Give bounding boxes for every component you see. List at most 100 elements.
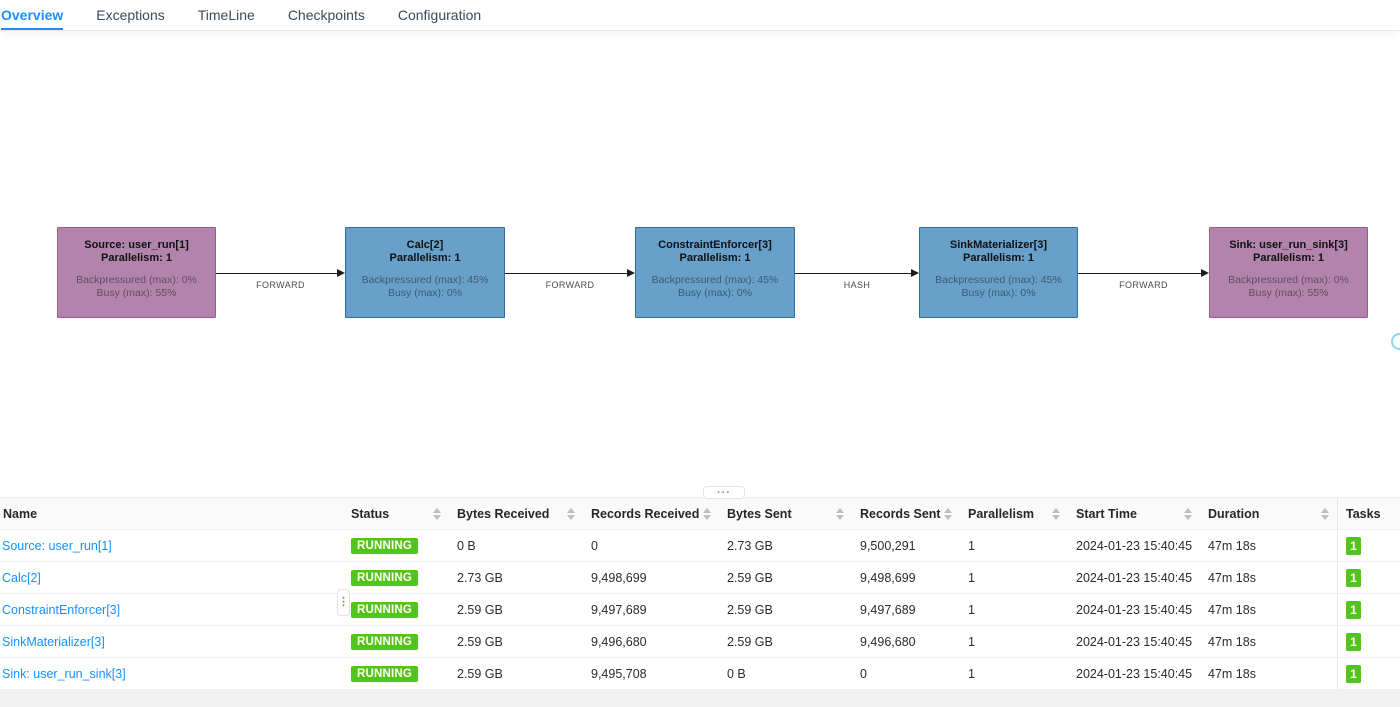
table-header-row: Name Status Bytes Received Records Recei… <box>0 498 1400 530</box>
sort-icon[interactable] <box>1321 507 1329 520</box>
graph-node-sink-materializer[interactable]: SinkMaterializer[3] Parallelism: 1 Backp… <box>919 227 1078 318</box>
records-received-cell: 9,497,689 <box>591 602 647 617</box>
col-header-duration[interactable]: Duration <box>1200 498 1337 529</box>
graph-zoom-control-icon[interactable] <box>1391 333 1400 350</box>
graph-node-constraint-enforcer[interactable]: ConstraintEnforcer[3] Parallelism: 1 Bac… <box>635 227 795 318</box>
col-header-bytes-sent[interactable]: Bytes Sent <box>719 498 852 529</box>
operator-name-link[interactable]: Calc[2] <box>2 570 41 585</box>
status-badge: RUNNING <box>351 633 419 650</box>
graph-node-calc[interactable]: Calc[2] Parallelism: 1 Backpressured (ma… <box>345 227 505 318</box>
tasks-cell: 1 <box>1337 562 1400 593</box>
status-badge: RUNNING <box>351 601 419 618</box>
status-badge: RUNNING <box>351 665 419 682</box>
start-time-cell: 2024-01-23 15:40:45 <box>1076 634 1193 649</box>
records-received-cell: 9,496,680 <box>591 634 647 649</box>
node-parallelism: Parallelism: 1 <box>389 252 461 264</box>
records-sent-cell: 9,496,680 <box>860 634 916 649</box>
col-header-records-received[interactable]: Records Received <box>583 498 719 529</box>
drag-dots-icon: ··· <box>717 486 731 499</box>
status-cell: RUNNING <box>343 626 449 657</box>
parallelism-cell: 1 <box>968 666 975 681</box>
sort-icon[interactable] <box>1184 507 1192 520</box>
duration-cell: 47m 18s <box>1208 602 1256 617</box>
start-time-cell: 2024-01-23 15:40:45 <box>1076 666 1193 681</box>
sort-icon[interactable] <box>944 507 952 520</box>
graph-node-source[interactable]: Source: user_run[1] Parallelism: 1 Backp… <box>57 227 216 318</box>
duration-cell: 47m 18s <box>1208 634 1256 649</box>
node-parallelism: Parallelism: 1 <box>1253 252 1324 264</box>
graph-edge-3: HASH <box>795 269 919 290</box>
sort-icon[interactable] <box>703 507 711 520</box>
tasks-cell: 1 <box>1337 594 1400 625</box>
status-cell: RUNNING <box>343 658 449 689</box>
tasks-count-badge[interactable]: 1 <box>1346 664 1361 683</box>
sort-icon[interactable] <box>433 507 441 520</box>
table-row[interactable]: ConstraintEnforcer[3] RUNNING 2.59 GB 9,… <box>0 594 1400 626</box>
sort-icon[interactable] <box>1052 507 1060 520</box>
node-busy: Busy (max): 0% <box>387 287 463 299</box>
table-row[interactable]: Calc[2] RUNNING 2.73 GB 9,498,699 2.59 G… <box>0 562 1400 594</box>
horizontal-pane-resize-handle[interactable]: ··· <box>703 486 745 499</box>
start-time-cell: 2024-01-23 15:40:45 <box>1076 602 1193 617</box>
edge-line <box>216 273 340 274</box>
operator-name-link[interactable]: ConstraintEnforcer[3] <box>2 602 121 617</box>
tasks-cell: 1 <box>1337 530 1400 561</box>
records-received-cell: 9,498,699 <box>591 570 647 585</box>
parallelism-cell: 1 <box>968 602 975 617</box>
bytes-sent-cell: 2.59 GB <box>727 570 773 585</box>
node-busy: Busy (max): 0% <box>677 287 753 299</box>
tasks-count-badge[interactable]: 1 <box>1346 536 1361 555</box>
tasks-count-badge[interactable]: 1 <box>1346 568 1361 587</box>
table-row[interactable]: Source: user_run[1] RUNNING 0 B 0 2.73 G… <box>0 530 1400 562</box>
sort-icon[interactable] <box>836 507 844 520</box>
job-graph-canvas[interactable]: Source: user_run[1] Parallelism: 1 Backp… <box>0 31 1400 497</box>
node-backpressured: Backpressured (max): 45% <box>651 274 779 286</box>
col-header-records-sent[interactable]: Records Sent <box>852 498 960 529</box>
table-row[interactable]: Sink: user_run_sink[3] RUNNING 2.59 GB 9… <box>0 658 1400 690</box>
node-parallelism: Parallelism: 1 <box>679 252 751 264</box>
operator-name-link[interactable]: SinkMaterializer[3] <box>2 634 105 649</box>
node-parallelism: Parallelism: 1 <box>101 252 172 264</box>
tasks-count-badge[interactable]: 1 <box>1346 600 1361 619</box>
arrowhead-icon <box>911 269 919 277</box>
node-busy: Busy (max): 0% <box>961 287 1036 299</box>
col-label: Tasks <box>1346 506 1381 521</box>
col-label: Status <box>351 506 390 521</box>
col-label: Bytes Sent <box>727 506 792 521</box>
col-label: Records Received <box>591 506 700 521</box>
col-header-start-time[interactable]: Start Time <box>1068 498 1200 529</box>
edge-label: HASH <box>843 280 871 290</box>
node-backpressured: Backpressured (max): 45% <box>361 274 489 286</box>
arrowhead-icon <box>1201 269 1209 277</box>
operator-name-link[interactable]: Sink: user_run_sink[3] <box>2 666 126 681</box>
tab-checkpoints[interactable]: Checkpoints <box>287 6 365 23</box>
col-label: Duration <box>1208 506 1260 521</box>
status-badge: RUNNING <box>351 537 419 554</box>
col-header-status[interactable]: Status <box>343 498 449 529</box>
sort-icon[interactable] <box>567 507 575 520</box>
horizontal-scrollbar[interactable] <box>0 689 1400 707</box>
tab-timeline[interactable]: TimeLine <box>197 6 255 23</box>
node-title: Source: user_run[1] <box>84 239 189 251</box>
graph-node-sink[interactable]: Sink: user_run_sink[3] Parallelism: 1 Ba… <box>1209 227 1368 318</box>
records-sent-cell: 9,500,291 <box>860 538 916 553</box>
job-tab-bar: Overview Exceptions TimeLine Checkpoints… <box>0 0 1400 31</box>
name-column-resize-handle[interactable]: ⋮ <box>337 589 350 616</box>
col-header-parallelism[interactable]: Parallelism <box>960 498 1068 529</box>
col-header-bytes-received[interactable]: Bytes Received <box>449 498 583 529</box>
bytes-received-cell: 2.59 GB <box>457 602 503 617</box>
tab-exceptions[interactable]: Exceptions <box>96 6 165 23</box>
tasks-count-badge[interactable]: 1 <box>1346 632 1361 651</box>
arrowhead-icon <box>337 269 345 277</box>
edge-label: FORWARD <box>545 280 595 290</box>
table-row[interactable]: SinkMaterializer[3] RUNNING 2.59 GB 9,49… <box>0 626 1400 658</box>
table-body: Source: user_run[1] RUNNING 0 B 0 2.73 G… <box>0 530 1400 690</box>
node-parallelism: Parallelism: 1 <box>963 252 1034 264</box>
tasks-cell: 1 <box>1337 658 1400 689</box>
col-label: Parallelism <box>968 506 1035 521</box>
tab-configuration[interactable]: Configuration <box>397 6 482 23</box>
node-backpressured: Backpressured (max): 45% <box>935 274 1062 286</box>
edge-label: FORWARD <box>1119 280 1168 290</box>
operator-name-link[interactable]: Source: user_run[1] <box>2 538 112 553</box>
tab-overview[interactable]: Overview <box>1 0 64 30</box>
